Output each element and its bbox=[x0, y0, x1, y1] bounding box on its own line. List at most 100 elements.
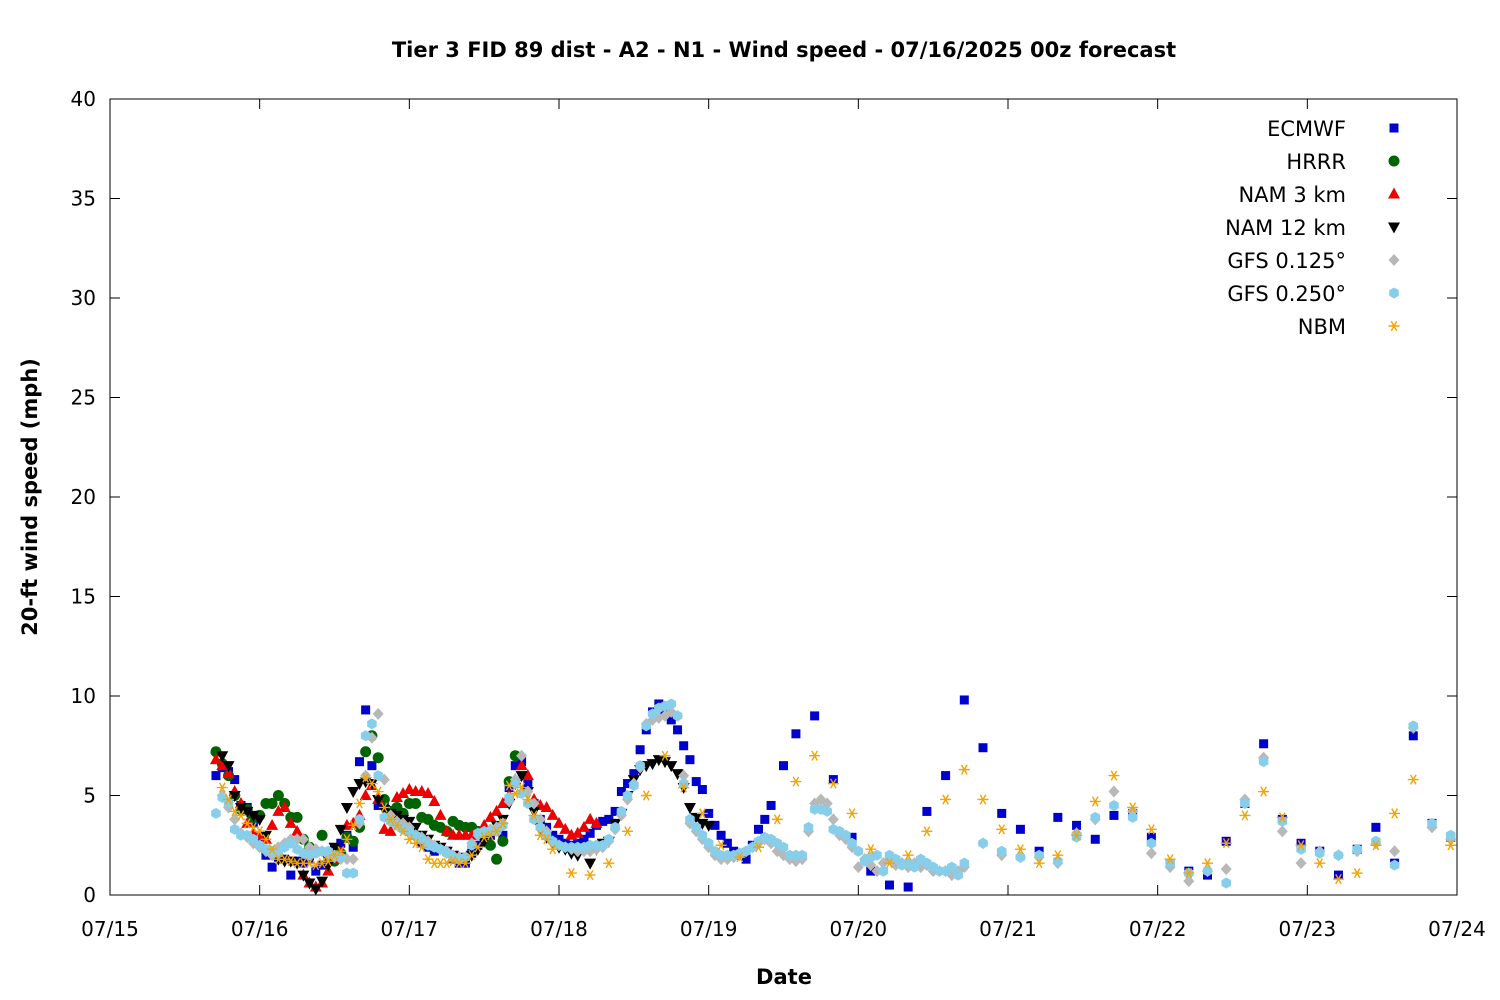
data-point bbox=[1052, 850, 1064, 861]
data-point bbox=[422, 787, 435, 799]
data-point bbox=[372, 794, 385, 806]
data-point bbox=[234, 802, 247, 814]
x-tick-label: 07/16 bbox=[231, 917, 289, 941]
data-point bbox=[491, 826, 503, 837]
y-tick-label: 0 bbox=[83, 883, 96, 907]
data-point bbox=[447, 856, 459, 867]
data-point bbox=[683, 802, 696, 814]
data-point bbox=[347, 787, 360, 799]
data-point bbox=[1258, 756, 1269, 768]
plot-frame bbox=[109, 98, 1458, 896]
data-point bbox=[472, 842, 484, 853]
data-point bbox=[478, 832, 490, 843]
data-point bbox=[827, 778, 839, 789]
data-point bbox=[704, 808, 714, 818]
data-point bbox=[1276, 825, 1288, 838]
legend-label: NBM bbox=[1298, 315, 1346, 339]
data-point bbox=[515, 771, 528, 783]
data-point bbox=[771, 814, 783, 825]
data-point bbox=[1220, 838, 1232, 849]
data-point bbox=[1221, 836, 1231, 846]
data-point bbox=[347, 835, 359, 847]
data-point bbox=[1314, 847, 1325, 859]
data-point bbox=[996, 845, 1007, 857]
chart-title: Tier 3 FID 89 dist - A2 - N1 - Wind spee… bbox=[392, 38, 1176, 62]
data-point bbox=[622, 826, 634, 837]
data-point bbox=[440, 824, 453, 836]
data-point bbox=[678, 782, 690, 793]
data-point bbox=[1333, 849, 1344, 861]
data-point bbox=[902, 850, 914, 861]
data-point bbox=[710, 820, 720, 830]
data-point bbox=[1145, 847, 1157, 860]
series-6 bbox=[216, 750, 1457, 885]
data-point bbox=[348, 867, 358, 879]
data-point bbox=[604, 814, 614, 824]
data-point bbox=[229, 813, 241, 826]
data-point bbox=[671, 769, 684, 781]
data-point bbox=[1127, 802, 1139, 813]
data-point bbox=[291, 811, 303, 823]
data-point bbox=[490, 804, 503, 816]
data-point bbox=[646, 759, 659, 771]
data-point bbox=[466, 850, 478, 861]
data-point bbox=[397, 826, 409, 837]
data-point bbox=[309, 884, 322, 896]
data-point bbox=[228, 791, 241, 802]
data-point bbox=[216, 759, 229, 771]
data-point bbox=[410, 797, 422, 809]
data-point bbox=[1389, 808, 1401, 819]
data-point bbox=[317, 860, 327, 870]
data-point bbox=[635, 760, 645, 772]
data-point bbox=[1258, 786, 1270, 797]
data-point bbox=[279, 854, 291, 865]
data-point bbox=[496, 796, 509, 808]
data-point bbox=[522, 794, 534, 805]
data-point bbox=[529, 813, 539, 825]
data-point bbox=[702, 820, 715, 832]
data-point bbox=[347, 820, 359, 831]
data-point bbox=[685, 755, 695, 765]
data-point bbox=[1109, 799, 1119, 811]
data-point bbox=[590, 816, 603, 828]
data-point bbox=[604, 833, 614, 845]
x-tick-label: 07/17 bbox=[381, 917, 439, 941]
data-point bbox=[521, 769, 534, 781]
data-point bbox=[778, 841, 789, 853]
data-point bbox=[828, 775, 838, 785]
data-point bbox=[1108, 770, 1120, 781]
data-point bbox=[272, 790, 284, 801]
data-point bbox=[1146, 837, 1157, 849]
data-point bbox=[441, 858, 453, 869]
data-point bbox=[367, 718, 377, 730]
data-point bbox=[734, 852, 746, 863]
data-point bbox=[616, 787, 626, 797]
data-point bbox=[978, 743, 988, 753]
data-point bbox=[384, 824, 397, 836]
data-point bbox=[1108, 785, 1120, 798]
data-point bbox=[497, 818, 509, 829]
data-point bbox=[267, 862, 277, 872]
data-point bbox=[703, 837, 714, 849]
legend-marker bbox=[1388, 254, 1400, 266]
legend-label: ECMWF bbox=[1267, 117, 1346, 141]
y-tick-label: 40 bbox=[71, 87, 96, 111]
data-point bbox=[1202, 865, 1213, 877]
x-tick-label: 07/24 bbox=[1428, 917, 1486, 941]
data-point bbox=[827, 813, 839, 826]
data-point bbox=[266, 844, 278, 855]
data-point bbox=[540, 800, 553, 812]
data-point bbox=[741, 854, 751, 864]
legend-label: GFS 0.250° bbox=[1227, 282, 1346, 306]
data-point bbox=[791, 729, 801, 739]
data-point bbox=[846, 808, 858, 819]
data-point bbox=[347, 853, 359, 866]
data-point bbox=[391, 820, 403, 831]
data-point bbox=[211, 807, 221, 819]
series-5 bbox=[211, 698, 1456, 889]
data-point bbox=[547, 844, 559, 855]
data-point bbox=[360, 769, 372, 782]
data-point bbox=[211, 771, 221, 781]
data-point bbox=[822, 805, 832, 817]
